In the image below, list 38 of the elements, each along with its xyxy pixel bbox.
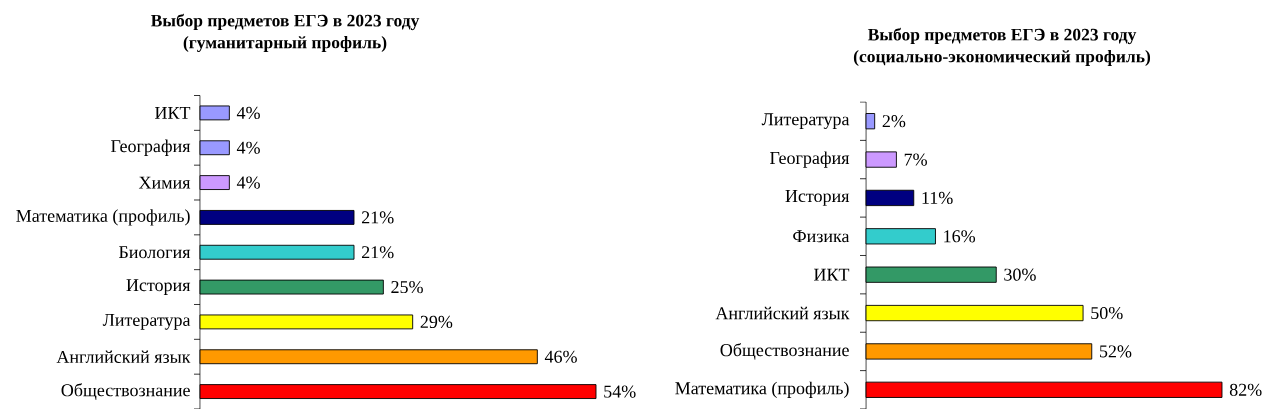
y-tick-label: Математика (профиль) (675, 381, 849, 398)
data-label: 21% (361, 211, 394, 224)
y-tick-label: История (126, 279, 191, 295)
data-label: 4% (236, 141, 260, 154)
data-label: 25% (391, 280, 423, 294)
y-tick-label: ИКТ (155, 107, 191, 119)
y-tick-label: Математика (профиль) (16, 209, 190, 226)
data-label: 50% (1091, 306, 1123, 320)
data-label: 4% (236, 176, 260, 189)
data-label: 11% (922, 191, 953, 205)
y-tick-label: ИКТ (813, 268, 850, 281)
chart-subtitle: (социально-экономический профиль) (853, 50, 1151, 66)
data-label: 82% (1229, 383, 1262, 396)
data-label: 54% (604, 385, 636, 398)
data-label: 4% (236, 106, 260, 120)
y-tick-label: Английский язык (715, 306, 850, 320)
y-tick-label: Обществознание (720, 343, 849, 360)
y-tick-label: Английский язык (56, 350, 191, 363)
y-tick-label: География (770, 151, 850, 168)
y-tick-label: География (111, 139, 191, 156)
chart-title: Выбор предметов ЕГЭ в 2023 году (867, 27, 1137, 45)
y-tick-label: Биология (118, 246, 191, 259)
data-label: 16% (944, 230, 976, 243)
y-tick-label: История (785, 190, 850, 206)
y-tick-label: Физика (793, 230, 850, 243)
data-label: 30% (1004, 268, 1036, 281)
data-label: 52% (1100, 345, 1132, 358)
data-label: 7% (904, 153, 927, 166)
data-label: 29% (420, 315, 453, 329)
data-label: 2% (882, 115, 906, 128)
y-tick-label: Обществознание (61, 383, 190, 400)
data-label: 21% (361, 246, 394, 259)
data-label: 46% (544, 350, 577, 363)
chart-title: Выбор предметов ЕГЭ в 2023 году (150, 13, 420, 31)
y-tick-label: Литература (102, 314, 191, 330)
chart-subtitle: (гуманитарный профиль) (183, 36, 387, 52)
y-tick-label: Химия (138, 176, 191, 189)
y-tick-label: Литература (761, 113, 850, 130)
